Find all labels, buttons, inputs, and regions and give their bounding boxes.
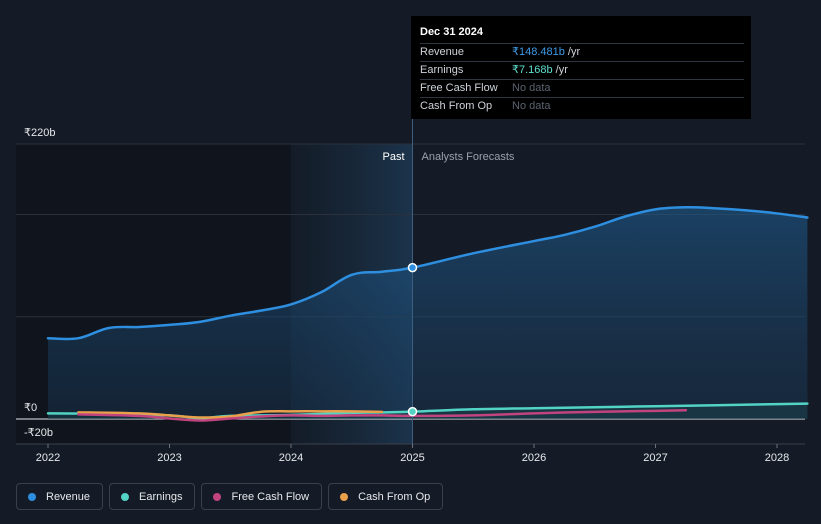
- revenue-line: [46, 206, 809, 341]
- tooltip-row-cash-from-op: Cash From Op No data: [420, 97, 744, 115]
- x-tick-label: 2025: [400, 452, 424, 464]
- x-tick-label: 2027: [643, 452, 667, 464]
- cash-from-op-line: [77, 410, 384, 419]
- tooltip-label: Revenue: [420, 46, 465, 58]
- legend-revenue-button[interactable]: Revenue: [16, 483, 104, 510]
- data-tooltip: Dec 31 2024 Revenue ₹148.481b /yr Earnin…: [411, 16, 751, 119]
- tooltip-label: Earnings: [420, 64, 464, 76]
- legend-label: Revenue: [46, 490, 91, 503]
- revenue-area: [48, 207, 808, 419]
- forecast-label: Analysts Forecasts: [422, 151, 515, 163]
- free-cash-flow-line: [77, 409, 688, 422]
- free-cash-flow-dot-icon: [213, 492, 222, 501]
- tooltip-row-revenue: Revenue ₹148.481b /yr: [420, 43, 744, 61]
- legend-label: Cash From Op: [358, 490, 431, 503]
- tooltip-value: No data: [512, 82, 551, 94]
- tooltip-label: Free Cash Flow: [420, 82, 498, 94]
- tooltip-unit: /yr: [567, 46, 581, 58]
- x-tick-label: 2024: [279, 452, 303, 464]
- legend-free-cash-flow-button[interactable]: Free Cash Flow: [201, 483, 323, 510]
- x-tick-label: 2028: [765, 452, 789, 464]
- x-tick-label: 2026: [522, 452, 546, 464]
- x-tick-label: 2023: [157, 452, 181, 464]
- legend-label: Earnings: [139, 490, 183, 503]
- y-tick-label: ₹220b: [24, 127, 55, 139]
- legend-label: Free Cash Flow: [231, 490, 310, 503]
- tooltip-label: Cash From Op: [420, 100, 493, 112]
- past-label: Past: [382, 151, 404, 163]
- x-tick-label: 2022: [36, 452, 60, 464]
- earnings-marker: [407, 406, 418, 417]
- y-tick-label: -₹20b: [24, 427, 53, 439]
- tooltip-value: ₹148.481b: [512, 46, 565, 58]
- revenue-dot-icon: [28, 492, 36, 501]
- y-tick-label: ₹0: [24, 402, 37, 414]
- revenue-marker: [407, 262, 418, 273]
- tooltip-date: Dec 31 2024: [420, 26, 483, 38]
- legend-cash-from-op-button[interactable]: Cash From Op: [328, 483, 444, 510]
- tooltip-row-free-cash-flow: Free Cash Flow No data: [420, 79, 744, 97]
- tooltip-unit: /yr: [555, 64, 568, 76]
- tooltip-row-earnings: Earnings ₹7.168b /yr: [420, 61, 744, 79]
- cash-from-op-dot-icon: [340, 492, 349, 501]
- tooltip-value: ₹7.168b: [512, 64, 553, 76]
- tooltip-value: No data: [512, 100, 551, 112]
- chart-legend: Revenue Earnings Free Cash Flow Cash Fro…: [16, 483, 444, 510]
- earnings-dot-icon: [121, 492, 130, 501]
- legend-earnings-button[interactable]: Earnings: [109, 483, 196, 510]
